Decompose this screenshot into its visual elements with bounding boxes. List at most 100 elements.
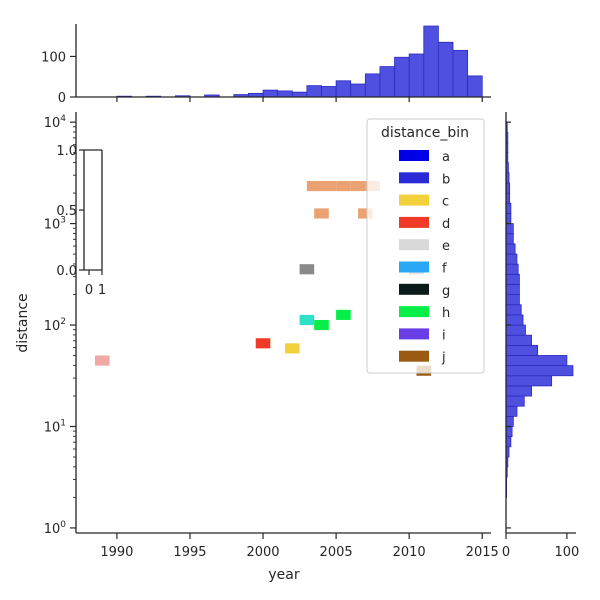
right-histogram-bar-24: [505, 273, 520, 285]
top-histogram-bar-20: [467, 75, 483, 98]
top-histogram-bar-12: [350, 83, 366, 98]
top-y-tick-label-0: 0: [58, 91, 66, 106]
legend-swatch-e: [399, 239, 429, 251]
x-tick-label-3: 2005: [320, 545, 353, 560]
legend-label-e: e: [442, 239, 450, 254]
top-histogram-bar-16: [408, 53, 425, 98]
right-histogram-bar-9: [505, 426, 513, 438]
legend-swatch-b: [399, 172, 429, 184]
top-histogram-bar-11: [335, 80, 352, 98]
right-histogram-bar-30: [505, 213, 512, 224]
right-histogram-bars: [505, 121, 574, 498]
legend-label-h: h: [442, 306, 450, 321]
y-tick-label-4: 104: [44, 114, 67, 131]
legend-swatch-a: [399, 150, 429, 161]
right-histogram-bar-16: [505, 355, 568, 367]
right-histogram-bar-17: [505, 344, 539, 356]
right-histogram-bar-25: [505, 263, 519, 275]
y-tick-label-0: 100: [44, 520, 67, 537]
main-x-ticks: 1990 1995 2000 2005 2010 2015: [100, 533, 499, 560]
top-histogram-bar-19: [452, 49, 469, 98]
top-histogram-ticks: 0 100: [41, 50, 483, 106]
x-tick-label-0: 1990: [100, 545, 133, 560]
right-histogram-bar-11: [505, 405, 518, 417]
heatmap-cell-7: [358, 208, 373, 219]
top-histogram-bar-13: [364, 73, 381, 98]
legend-label-a: a: [442, 150, 450, 165]
heatmap-cell-14: [255, 338, 271, 349]
y-axis-label: distance: [15, 293, 31, 352]
right-histogram-bar-10: [505, 415, 514, 427]
heatmap-cell-8: [299, 264, 315, 275]
top-histogram-bar-14: [379, 66, 395, 98]
right-histogram-bar-14: [505, 375, 553, 387]
main-y-ticks: 100 101 102 103 104: [44, 114, 76, 537]
right-histogram-ticks: 0 100: [502, 121, 579, 560]
legend-swatch-g: [399, 283, 429, 295]
right-x-tick-label-0: 0: [502, 545, 510, 560]
right-histogram-bar-21: [505, 304, 522, 316]
x-tick-label-1: 1995: [173, 545, 206, 560]
heatmap-cell-4: [350, 180, 366, 192]
top-histogram-bars: [116, 25, 483, 98]
legend-swatch-c: [399, 194, 429, 206]
inset-x-tick-label-1: 1: [98, 283, 106, 298]
legend-swatch-j: [399, 350, 429, 362]
inset-x-tick-label-0: 0: [85, 283, 93, 298]
heatmap-cell-12: [314, 319, 329, 331]
right-histogram-bar-20: [505, 314, 524, 326]
legend-swatch-d: [399, 216, 429, 228]
top-histogram-bar-15: [394, 56, 410, 98]
inset-y-tick-label-2: 1.0: [56, 144, 77, 159]
y-tick-label-1: 101: [44, 418, 66, 435]
right-histogram-bar-12: [505, 395, 525, 407]
legend-label-g: g: [442, 284, 450, 299]
heatmap-cell-2: [321, 180, 337, 192]
right-histogram-bar-22: [505, 294, 520, 306]
top-marginal-histogram: 0 100: [41, 24, 491, 106]
right-histogram-bar-18: [505, 334, 532, 346]
legend-label-c: c: [442, 195, 449, 210]
heatmap-cell-6: [314, 208, 329, 219]
right-histogram-bar-31: [505, 202, 512, 214]
right-marginal-histogram: 0 100: [502, 112, 579, 560]
inset-ticks: 0.0 0.5 1.0 0 1: [56, 144, 106, 298]
x-axis-label: year: [268, 567, 299, 583]
legend-label-d: d: [442, 217, 450, 232]
top-histogram-bar-9: [306, 85, 322, 98]
legend-swatch-h: [399, 306, 429, 318]
right-x-tick-label-1: 100: [554, 545, 579, 560]
top-histogram-bar-7: [277, 90, 293, 98]
inset-y-tick-label-1: 0.5: [56, 204, 77, 219]
right-histogram-bar-28: [505, 233, 514, 245]
inset-y-tick-label-0: 0.0: [56, 264, 77, 279]
right-histogram-bar-29: [505, 223, 514, 235]
right-histogram-bar-26: [505, 253, 518, 265]
x-tick-label-2: 2000: [246, 545, 279, 560]
right-histogram-bar-13: [505, 385, 532, 397]
right-histogram-bar-27: [505, 243, 516, 255]
heatmap-cell-0: [94, 355, 110, 366]
legend-swatch-i: [399, 328, 429, 340]
legend-swatch-f: [399, 261, 429, 273]
x-tick-label-5: 2015: [466, 545, 499, 560]
x-tick-label-4: 2010: [393, 545, 426, 560]
heatmap-cell-13: [336, 309, 351, 320]
heatmap-cell-10: [284, 343, 300, 354]
top-y-tick-label-1: 100: [41, 50, 66, 65]
top-histogram-bar-6: [262, 89, 279, 98]
y-tick-label-3: 103: [44, 216, 66, 233]
legend-label-i: i: [442, 328, 446, 343]
right-histogram-bar-23: [505, 284, 520, 296]
legend-label-b: b: [442, 172, 450, 187]
heatmap-cell-1: [306, 180, 322, 192]
right-histogram-bar-15: [505, 365, 574, 377]
y-tick-label-2: 102: [44, 317, 66, 334]
legend-title: distance_bin: [381, 125, 469, 141]
top-histogram-bar-18: [437, 41, 454, 98]
top-histogram-bar-17: [423, 25, 439, 98]
inset-colorbar-axes: 0.0 0.5 1.0 0 1: [56, 144, 106, 298]
